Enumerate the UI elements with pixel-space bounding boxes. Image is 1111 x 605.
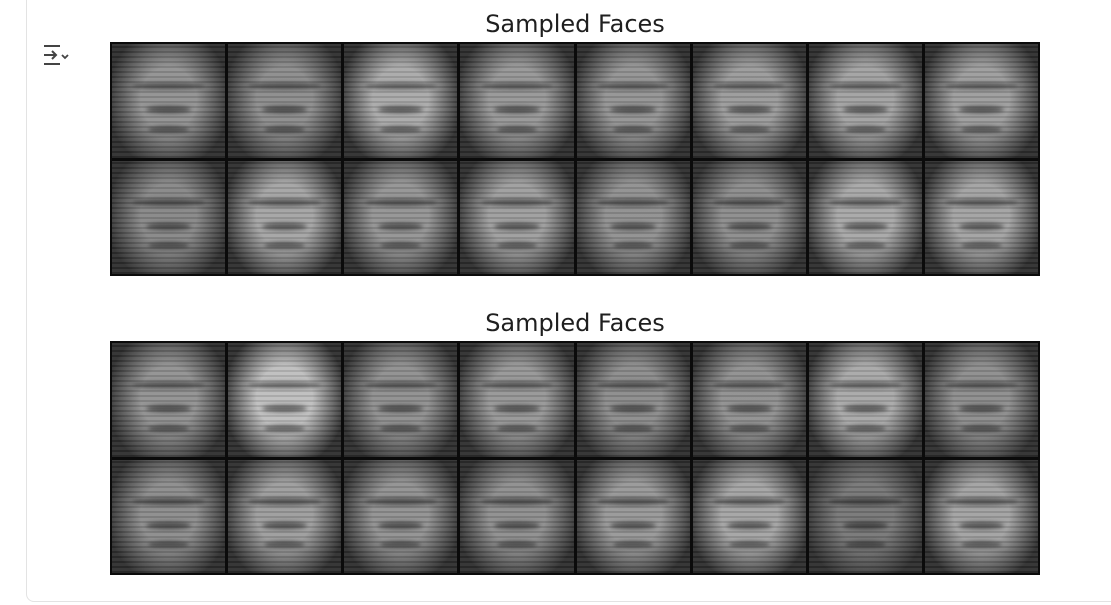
face-sample-r0-c3 — [460, 343, 574, 457]
face-sample-r0-c7 — [924, 343, 1038, 457]
face-sample-r0-c7 — [924, 44, 1038, 158]
face-sample-r0-c2 — [344, 343, 458, 457]
face-sample-r1-c0 — [112, 160, 226, 274]
face-sample-r1-c4 — [576, 160, 690, 274]
face-sample-r1-c7 — [924, 160, 1038, 274]
face-sample-r1-c1 — [228, 160, 342, 274]
face-sample-r0-c4 — [576, 44, 690, 158]
face-sample-r0-c6 — [808, 343, 922, 457]
face-sample-r0-c1 — [228, 44, 342, 158]
face-sample-r1-c2 — [344, 160, 458, 274]
face-sample-r0-c1 — [228, 343, 342, 457]
output-collapse-icon — [44, 45, 69, 65]
face-sample-r1-c5 — [692, 459, 806, 573]
notebook-output-cell — [26, 0, 1111, 602]
figure-title: Sampled Faces — [485, 309, 665, 337]
face-grid — [110, 42, 1040, 276]
figure-title: Sampled Faces — [485, 10, 665, 38]
face-sample-r1-c3 — [460, 459, 574, 573]
face-sample-r1-c2 — [344, 459, 458, 573]
face-sample-r0-c5 — [692, 44, 806, 158]
face-sample-r0-c2 — [344, 44, 458, 158]
face-sample-r1-c7 — [924, 459, 1038, 573]
face-sample-r1-c0 — [112, 459, 226, 573]
face-sample-r1-c4 — [576, 459, 690, 573]
face-sample-r0-c3 — [460, 44, 574, 158]
output-toggle-button[interactable] — [40, 42, 72, 68]
face-sample-r1-c6 — [808, 459, 922, 573]
face-sample-r0-c0 — [112, 343, 226, 457]
face-sample-r1-c5 — [692, 160, 806, 274]
face-grid — [110, 341, 1040, 575]
sampled-faces-figure-1: Sampled Faces — [110, 6, 1040, 276]
sampled-faces-figure-2: Sampled Faces — [110, 305, 1040, 575]
face-sample-r1-c3 — [460, 160, 574, 274]
face-sample-r0-c0 — [112, 44, 226, 158]
face-sample-r0-c6 — [808, 44, 922, 158]
face-sample-r1-c6 — [808, 160, 922, 274]
face-sample-r1-c1 — [228, 459, 342, 573]
face-sample-r0-c4 — [576, 343, 690, 457]
face-sample-r0-c5 — [692, 343, 806, 457]
